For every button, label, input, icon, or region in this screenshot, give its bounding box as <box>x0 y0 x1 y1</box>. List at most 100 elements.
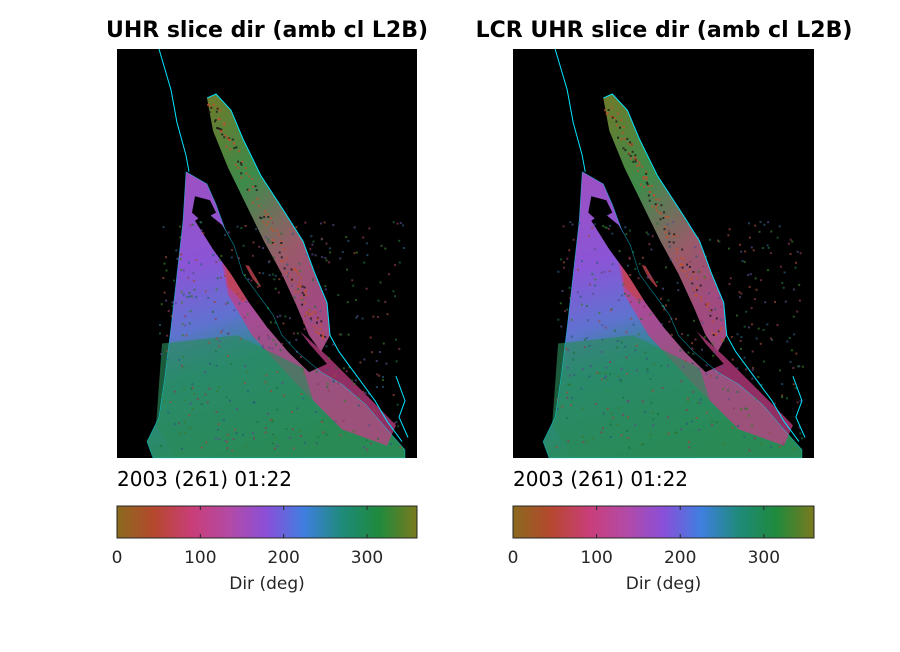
wind-speckle <box>664 226 667 229</box>
wind-speckle <box>667 216 670 219</box>
wind-speckle <box>627 436 630 439</box>
wind-speckle <box>624 345 627 348</box>
wind-speckle <box>736 333 739 336</box>
wind-speckle <box>352 284 355 287</box>
wind-speckle <box>299 435 302 437</box>
wind-speckle <box>381 379 384 381</box>
wind-speckle <box>187 276 190 279</box>
timestamp-annotation: 2003 (261) 01:22 <box>117 467 293 491</box>
wind-speckle <box>270 390 272 392</box>
wind-speckle <box>251 201 254 204</box>
wind-speckle <box>178 422 180 425</box>
wind-speckle <box>326 382 329 385</box>
wind-speckle <box>634 423 637 426</box>
wind-speckle <box>363 261 366 264</box>
wind-speckle <box>635 344 638 347</box>
wind-speckle <box>644 351 647 354</box>
wind-speckle <box>396 222 399 225</box>
wind-speckle <box>643 411 646 414</box>
wind-speckle <box>668 229 670 232</box>
wind-speckle <box>684 270 687 273</box>
wind-speckle <box>245 172 248 175</box>
wind-speckle <box>602 225 605 227</box>
wind-speckle <box>577 268 580 271</box>
wind-speckle <box>752 249 755 252</box>
wind-speckle <box>623 292 626 295</box>
wind-speckle <box>234 428 237 431</box>
wind-speckle <box>637 277 640 280</box>
wind-speckle <box>720 327 723 330</box>
wind-speckle <box>676 281 679 284</box>
coastline <box>792 376 806 438</box>
wind-speckle <box>600 350 603 353</box>
wind-speckle <box>267 240 270 243</box>
wind-speckle <box>699 295 702 298</box>
wind-speckle <box>620 138 623 141</box>
wind-speckle <box>750 246 753 249</box>
wind-speckle <box>239 162 242 164</box>
wind-speckle <box>676 251 679 254</box>
wind-speckle <box>264 236 267 239</box>
wind-speckle <box>234 163 237 166</box>
wind-speckle <box>555 446 558 449</box>
wind-speckle <box>603 377 606 379</box>
wind-speckle <box>188 322 191 325</box>
wind-speckle <box>312 279 315 282</box>
wind-speckle <box>594 402 597 405</box>
wind-speckle <box>263 215 266 218</box>
wind-speckle <box>276 445 279 448</box>
wind-speckle <box>165 256 167 259</box>
wind-speckle <box>567 383 570 386</box>
wind-speckle <box>226 332 229 335</box>
wind-speckle <box>628 257 631 260</box>
wind-speckle <box>594 278 597 281</box>
wind-speckle <box>747 274 750 277</box>
coastline <box>554 48 586 172</box>
wind-speckle <box>622 283 625 286</box>
wind-speckle <box>688 266 691 268</box>
wind-speckle <box>711 320 714 323</box>
wind-speckle <box>646 276 649 279</box>
wind-speckle <box>239 337 242 340</box>
wind-speckle <box>770 337 773 340</box>
wind-speckle <box>231 249 234 252</box>
wind-speckle <box>299 276 302 279</box>
wind-speckle <box>622 125 625 128</box>
wind-speckle <box>642 176 645 178</box>
wind-speckle <box>662 287 664 290</box>
colorbar <box>512 505 815 539</box>
wind-speckle <box>165 299 168 302</box>
wind-speckle <box>610 412 613 415</box>
wind-speckle <box>160 303 163 306</box>
wind-speckle <box>189 402 192 405</box>
wind-speckle <box>751 424 753 427</box>
wind-speckle <box>265 223 268 226</box>
wind-speckle <box>258 245 261 248</box>
wind-speckle <box>320 320 323 323</box>
wind-speckle <box>651 389 654 392</box>
wind-speckle <box>317 435 320 438</box>
wind-speckle <box>315 442 318 445</box>
wind-speckle <box>568 249 571 252</box>
wind-speckle <box>687 400 690 402</box>
wind-speckle <box>691 362 694 365</box>
wind-speckle <box>268 274 271 277</box>
coastline <box>146 171 406 459</box>
wind-speckle <box>246 313 249 316</box>
wind-speckle <box>646 183 649 186</box>
wind-speckle <box>162 277 165 279</box>
wind-speckle <box>251 178 254 180</box>
wind-speckle <box>587 234 590 237</box>
wind-speckle <box>586 440 589 443</box>
wind-speckle <box>594 284 597 287</box>
wind-speckle <box>691 276 694 279</box>
wind-speckle <box>606 112 609 115</box>
wind-speckle <box>698 428 701 431</box>
wind-speckle <box>207 103 210 106</box>
wind-speckle <box>710 419 713 422</box>
wind-speckle <box>622 147 625 150</box>
wind-speckle <box>221 329 224 332</box>
wind-speckle <box>311 253 314 256</box>
wind-speckle <box>343 400 346 402</box>
wind-speckle <box>640 443 643 446</box>
